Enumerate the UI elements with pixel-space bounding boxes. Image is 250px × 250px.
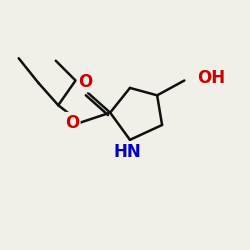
Text: O: O	[78, 73, 92, 91]
Text: O: O	[65, 114, 79, 132]
Text: OH: OH	[197, 69, 225, 87]
Text: HN: HN	[114, 143, 141, 161]
